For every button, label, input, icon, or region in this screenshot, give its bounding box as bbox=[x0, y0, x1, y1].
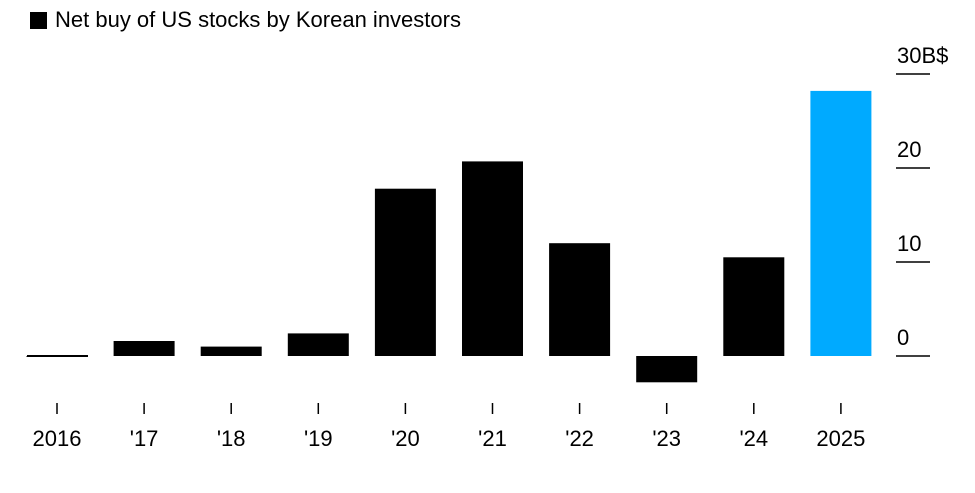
y-tick-label: 10 bbox=[897, 231, 921, 256]
y-tick-label: 20 bbox=[897, 137, 921, 162]
y-axis: 0 10 20 30B$ bbox=[896, 43, 948, 357]
bar-22 bbox=[549, 243, 611, 356]
bar-21 bbox=[462, 161, 523, 356]
bar-18 bbox=[200, 346, 262, 356]
x-tick-label: '24 bbox=[739, 426, 768, 451]
bar-24 bbox=[723, 257, 785, 356]
x-axis: 2016 '17 '18 '19 '20 '21 '22 '23 '24 2025 bbox=[33, 403, 865, 451]
x-tick-label: '22 bbox=[565, 426, 594, 451]
bars-group bbox=[26, 90, 872, 383]
x-tick-label: 2025 bbox=[816, 426, 865, 451]
bar-19 bbox=[287, 333, 349, 356]
x-tick-label: '20 bbox=[391, 426, 420, 451]
x-tick-label: 2016 bbox=[33, 426, 82, 451]
legend-label: Net buy of US stocks by Korean investors bbox=[55, 7, 461, 32]
x-tick-label: '19 bbox=[304, 426, 333, 451]
bar-20 bbox=[374, 188, 436, 356]
y-tick-label: 0 bbox=[897, 325, 909, 350]
bar-23 bbox=[636, 356, 698, 383]
legend-swatch bbox=[30, 11, 47, 29]
bar-17 bbox=[113, 341, 175, 356]
x-tick-label: '18 bbox=[217, 426, 246, 451]
y-tick-label: 30B$ bbox=[897, 43, 948, 68]
x-tick-label: '23 bbox=[652, 426, 681, 451]
legend: Net buy of US stocks by Korean investors bbox=[30, 6, 461, 34]
x-tick-label: '17 bbox=[130, 426, 159, 451]
bar-2025 bbox=[810, 90, 872, 357]
x-tick-label: '21 bbox=[478, 426, 507, 451]
